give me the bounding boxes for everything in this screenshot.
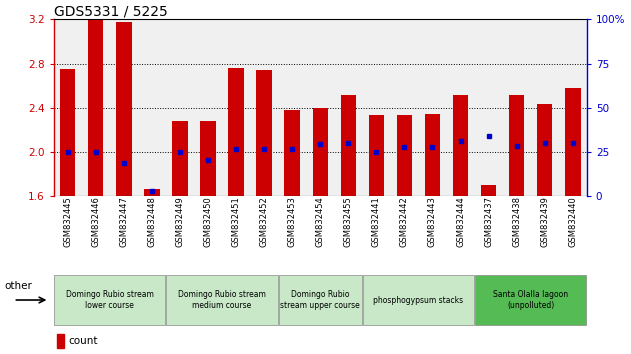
Bar xyxy=(256,70,272,196)
Bar xyxy=(481,185,497,196)
Bar xyxy=(279,275,362,325)
Bar xyxy=(537,104,553,196)
Bar xyxy=(369,115,384,196)
Text: GSM832453: GSM832453 xyxy=(288,196,297,247)
Bar xyxy=(425,114,440,196)
Text: GSM832450: GSM832450 xyxy=(203,196,213,247)
Text: GSM832444: GSM832444 xyxy=(456,196,465,247)
Bar xyxy=(57,334,64,348)
Bar xyxy=(475,275,586,325)
Text: GSM832448: GSM832448 xyxy=(148,196,156,247)
Bar xyxy=(453,95,468,196)
Bar xyxy=(363,275,474,325)
Text: count: count xyxy=(68,336,98,346)
Text: GSM832446: GSM832446 xyxy=(91,196,100,247)
Bar xyxy=(228,68,244,196)
Bar xyxy=(88,19,103,196)
Bar xyxy=(200,121,216,196)
Text: other: other xyxy=(4,281,32,291)
Text: Santa Olalla lagoon
(unpolluted): Santa Olalla lagoon (unpolluted) xyxy=(493,290,569,310)
Text: GSM832443: GSM832443 xyxy=(428,196,437,247)
Text: GSM832442: GSM832442 xyxy=(400,196,409,247)
Text: GSM832449: GSM832449 xyxy=(175,196,184,247)
Text: Domingo Rubio stream
lower course: Domingo Rubio stream lower course xyxy=(66,290,154,310)
Bar xyxy=(54,275,165,325)
Text: GSM832451: GSM832451 xyxy=(232,196,240,247)
Bar xyxy=(60,69,75,196)
Text: GSM832452: GSM832452 xyxy=(259,196,269,247)
Text: GSM832447: GSM832447 xyxy=(119,196,128,247)
Bar xyxy=(172,121,187,196)
Text: GSM832441: GSM832441 xyxy=(372,196,381,247)
Bar xyxy=(341,95,356,196)
Bar xyxy=(509,95,524,196)
Text: GSM832437: GSM832437 xyxy=(484,196,493,247)
Bar xyxy=(565,88,581,196)
Text: GSM832445: GSM832445 xyxy=(63,196,72,247)
Text: Domingo Rubio
stream upper course: Domingo Rubio stream upper course xyxy=(280,290,360,310)
Text: GSM832455: GSM832455 xyxy=(344,196,353,247)
Text: GSM832454: GSM832454 xyxy=(316,196,325,247)
Text: GDS5331 / 5225: GDS5331 / 5225 xyxy=(54,4,167,18)
Bar xyxy=(116,22,131,196)
Text: GSM832440: GSM832440 xyxy=(569,196,577,247)
Bar xyxy=(285,110,300,196)
Text: Domingo Rubio stream
medium course: Domingo Rubio stream medium course xyxy=(178,290,266,310)
Text: GSM832439: GSM832439 xyxy=(540,196,549,247)
Bar xyxy=(312,108,328,196)
Text: GSM832438: GSM832438 xyxy=(512,196,521,247)
Bar xyxy=(397,115,412,196)
Bar xyxy=(167,275,278,325)
Bar xyxy=(144,189,160,196)
Text: phosphogypsum stacks: phosphogypsum stacks xyxy=(374,296,464,304)
